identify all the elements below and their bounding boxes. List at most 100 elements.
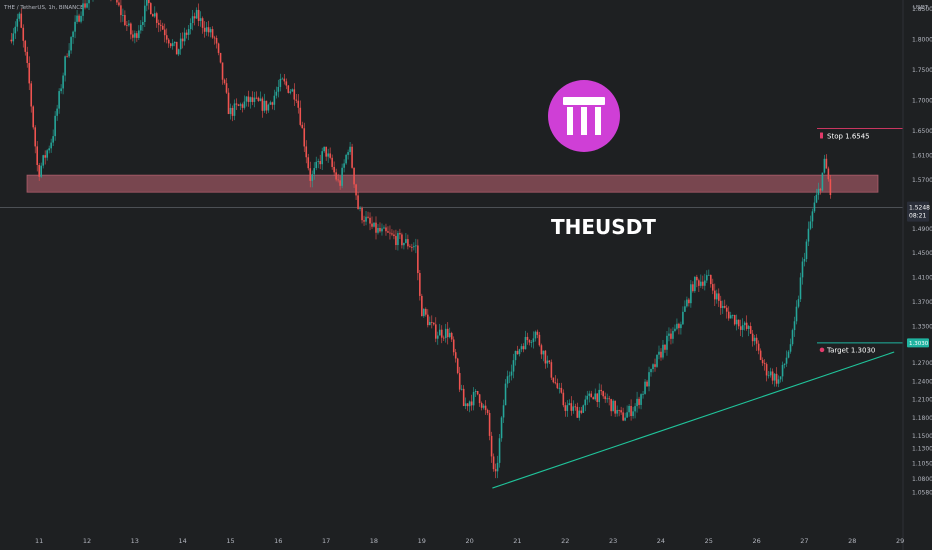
candle-body [38, 164, 40, 177]
candle-body [233, 103, 236, 116]
candle-body [249, 97, 252, 102]
candle-body [733, 315, 736, 325]
time-tick-label: 15 [226, 537, 234, 545]
candle-body [163, 29, 166, 36]
candle-body [688, 299, 690, 304]
candle-body [552, 377, 555, 383]
candle-body [450, 332, 453, 340]
candle-body [817, 188, 820, 195]
candle-body [299, 107, 302, 125]
candle-body [429, 322, 431, 326]
candle-body [199, 18, 202, 21]
candle-body [745, 322, 748, 329]
candle-body [60, 88, 62, 92]
candle-body [255, 97, 258, 99]
candle-body [460, 388, 463, 390]
candle-body [723, 306, 726, 308]
time-tick-label: 23 [609, 537, 617, 545]
candle-body [644, 381, 646, 394]
candle-body [702, 281, 704, 286]
candle-body [755, 337, 758, 344]
candle-body [18, 13, 21, 19]
candle-body [498, 438, 501, 463]
candle-body [564, 405, 567, 411]
candle-body [72, 31, 74, 38]
candle-body [271, 102, 274, 105]
candle-body [767, 375, 770, 377]
candle-body [363, 220, 365, 222]
price-tick-label: 1.8500 [912, 6, 932, 13]
candle-body [14, 26, 17, 34]
candle-body [761, 359, 764, 364]
time-tick-label: 27 [800, 537, 808, 545]
candle-body [291, 89, 294, 92]
candle-body [203, 27, 206, 32]
price-tick-label: 1.0580 [912, 489, 932, 496]
candle-body [253, 97, 256, 102]
candle-body [349, 146, 351, 153]
candle-body [572, 406, 575, 411]
candle-body [403, 242, 405, 246]
candle-body [799, 277, 802, 300]
time-tick-label: 25 [705, 537, 713, 545]
candle-body [207, 27, 210, 33]
candle-body [347, 152, 349, 155]
candle-body [710, 274, 712, 285]
candle-body [419, 273, 421, 296]
price-tick-label: 1.5700 [912, 177, 932, 184]
candle-body [118, 2, 120, 6]
candle-body [568, 403, 571, 406]
candle-body [269, 102, 272, 105]
candle-body [411, 247, 413, 248]
candle-body [462, 388, 465, 406]
candle-body [179, 38, 182, 50]
candle-body [42, 155, 44, 166]
ascending-trendline [492, 351, 895, 489]
candle-body [151, 14, 154, 17]
candle-body [40, 165, 42, 177]
symbol-label: THEUSDT [551, 215, 656, 239]
candle-body [383, 227, 385, 229]
candle-body [217, 43, 220, 53]
candle-body [624, 417, 626, 421]
candle-body [554, 382, 557, 384]
candle-body [672, 330, 674, 339]
candle-body [646, 381, 648, 387]
time-tick-label: 18 [370, 537, 378, 545]
candle-body [277, 86, 280, 92]
candle-body [484, 405, 487, 410]
candle-body [371, 223, 373, 227]
candle-body [36, 146, 39, 165]
candle-body [329, 153, 331, 158]
candle-body [684, 306, 686, 312]
candle-body [169, 43, 172, 47]
price-tick-label: 1.1300 [912, 445, 932, 452]
candle-body [181, 38, 184, 42]
candle-body [666, 335, 668, 350]
candle-body [546, 360, 549, 364]
candle-body [333, 166, 335, 173]
candle-body [829, 179, 832, 196]
candle-body [727, 311, 730, 319]
candle-body [638, 398, 640, 405]
candle-body [510, 371, 513, 376]
candle-body [146, 0, 148, 6]
candle-body [88, 0, 90, 4]
level-price-tag [907, 338, 929, 348]
candle-body [48, 148, 50, 151]
candle-body [275, 91, 278, 96]
candle-body [630, 405, 632, 417]
time-tick-label: 24 [657, 537, 665, 545]
candle-body [582, 405, 585, 413]
time-tick-label: 26 [752, 537, 760, 545]
candle-body [409, 246, 411, 248]
candle-body [807, 228, 810, 242]
candle-body [452, 339, 455, 353]
candle-body [247, 96, 250, 102]
candle-body [522, 346, 525, 350]
stop-label: Stop 1.6545 [827, 132, 870, 140]
candle-body [809, 221, 812, 229]
candle-body [235, 103, 238, 105]
candle-body [819, 188, 822, 191]
